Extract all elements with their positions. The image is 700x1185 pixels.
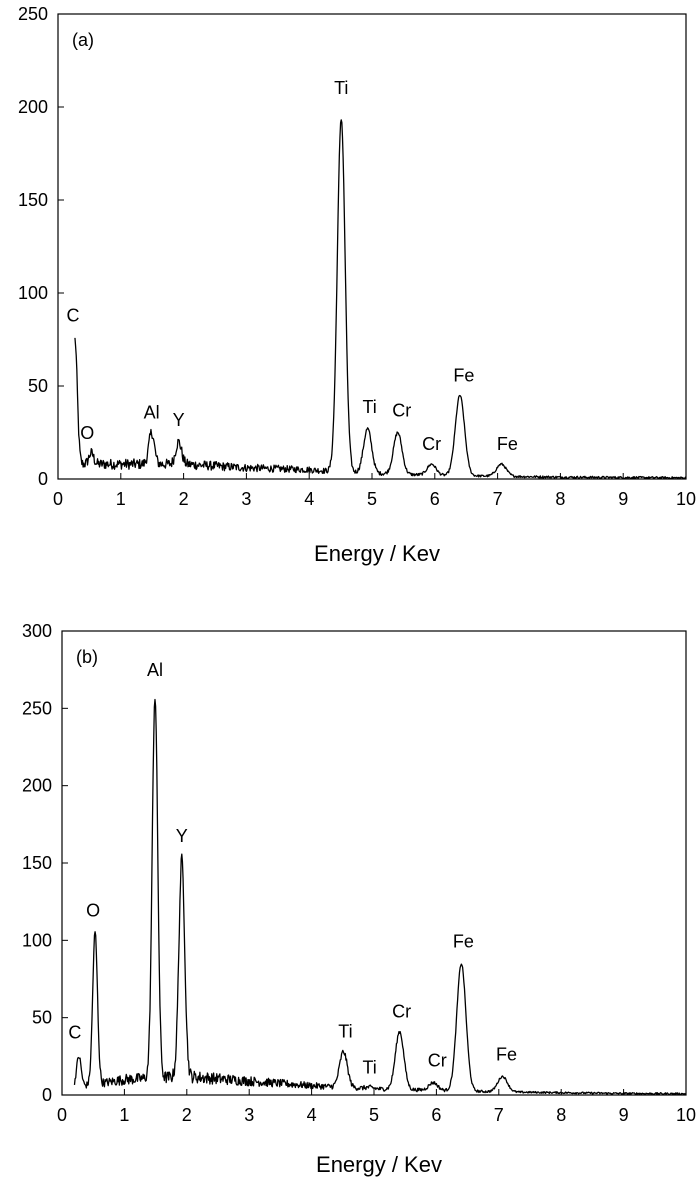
x-tick-label: 6 <box>430 489 440 509</box>
peak-label-ti: Ti <box>362 1057 376 1077</box>
peak-label-fe: Fe <box>453 365 474 385</box>
x-tick-label: 3 <box>241 489 251 509</box>
x-tick-label: 9 <box>618 489 628 509</box>
peak-label-ti: Ti <box>338 1022 352 1042</box>
x-tick-label: 3 <box>244 1105 254 1125</box>
y-tick-label: 200 <box>22 776 52 796</box>
peak-label-c: C <box>66 306 79 326</box>
y-tick-label: 250 <box>22 698 52 718</box>
x-tick-label: 2 <box>179 489 189 509</box>
peak-label-y: Y <box>173 410 185 430</box>
x-axis-title: Energy / Kev <box>314 541 440 566</box>
x-tick-label: 8 <box>556 1105 566 1125</box>
x-tick-label: 10 <box>676 489 696 509</box>
peak-label-o: O <box>80 423 94 443</box>
y-tick-label: 50 <box>28 376 48 396</box>
peak-label-ti: Ti <box>362 397 376 417</box>
x-tick-label: 7 <box>493 489 503 509</box>
peak-label-cr: Cr <box>428 1051 447 1071</box>
spectrum-line <box>73 698 687 1096</box>
y-tick-label: 50 <box>32 1008 52 1028</box>
x-tick-label: 2 <box>182 1105 192 1125</box>
x-tick-label: 10 <box>676 1105 696 1125</box>
peak-label-al: Al <box>144 403 160 423</box>
y-tick-label: 100 <box>18 283 48 303</box>
y-tick-label: 0 <box>38 469 48 489</box>
x-tick-label: 1 <box>119 1105 129 1125</box>
y-tick-label: 200 <box>18 97 48 117</box>
x-tick-label: 6 <box>431 1105 441 1125</box>
peak-label-o: O <box>86 901 100 921</box>
x-tick-label: 0 <box>53 489 63 509</box>
x-tick-label: 0 <box>57 1105 67 1125</box>
x-tick-label: 8 <box>555 489 565 509</box>
peak-label-ti: Ti <box>334 78 348 98</box>
y-tick-label: 0 <box>42 1085 52 1105</box>
spectrum-line <box>74 119 687 480</box>
peak-label-fe: Fe <box>497 434 518 454</box>
peak-label-cr: Cr <box>422 434 441 454</box>
peak-label-y: Y <box>176 826 188 846</box>
y-tick-label: 300 <box>22 621 52 641</box>
y-tick-label: 100 <box>22 930 52 950</box>
peak-label-fe: Fe <box>496 1044 517 1064</box>
x-tick-label: 5 <box>367 489 377 509</box>
x-tick-label: 9 <box>619 1105 629 1125</box>
panel-label: (b) <box>76 647 98 667</box>
peak-label-al: Al <box>147 660 163 680</box>
x-tick-label: 1 <box>116 489 126 509</box>
y-tick-label: 150 <box>22 853 52 873</box>
x-axis-title: Energy / Kev <box>316 1152 442 1177</box>
y-tick-label: 150 <box>18 190 48 210</box>
panel-label: (a) <box>72 30 94 50</box>
x-tick-label: 5 <box>369 1105 379 1125</box>
x-tick-label: 4 <box>307 1105 317 1125</box>
peak-label-c: C <box>68 1022 81 1042</box>
y-tick-label: 250 <box>18 4 48 24</box>
x-tick-label: 4 <box>304 489 314 509</box>
x-tick-label: 7 <box>494 1105 504 1125</box>
peak-label-fe: Fe <box>453 932 474 952</box>
peak-label-cr: Cr <box>392 401 411 421</box>
peak-label-cr: Cr <box>392 1002 411 1022</box>
